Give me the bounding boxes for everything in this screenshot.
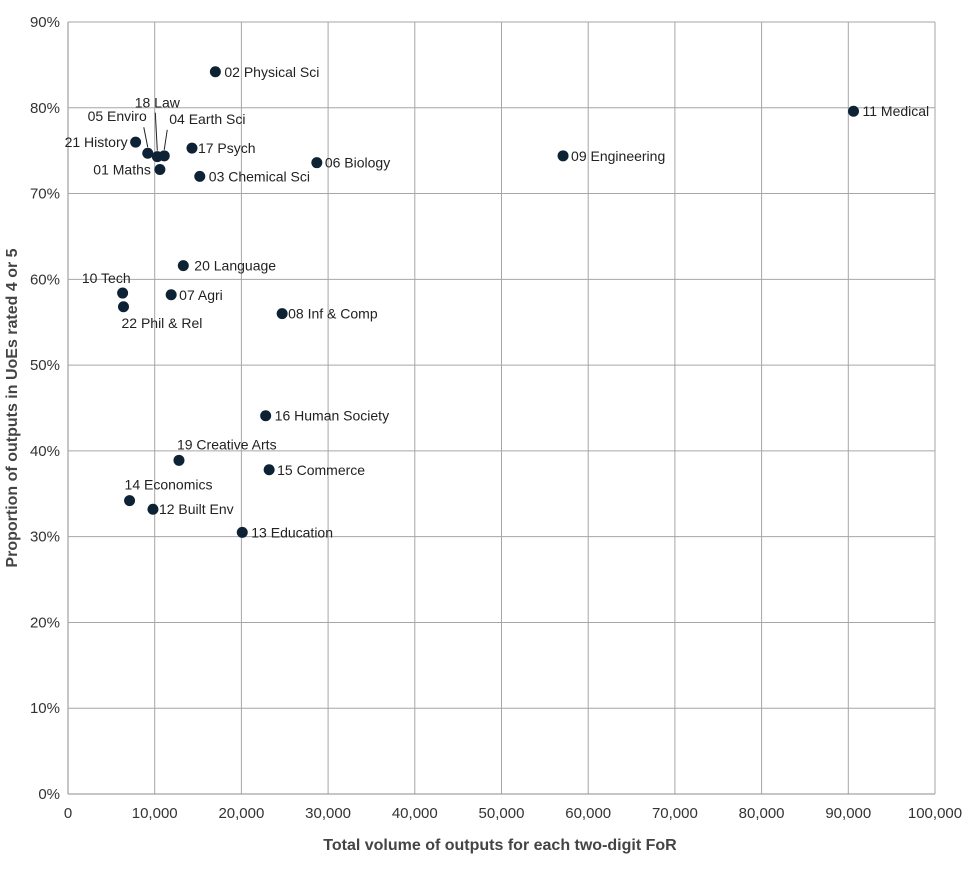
scatter-point <box>173 454 185 466</box>
point-label: 01 Maths <box>93 162 151 178</box>
point-label: 19 Creative Arts <box>177 436 277 452</box>
scatter-point <box>311 157 323 169</box>
scatter-point <box>557 150 569 162</box>
scatter-point <box>260 410 272 422</box>
x-tick-label: 80,000 <box>739 805 785 822</box>
x-tick-label: 60,000 <box>565 805 611 822</box>
x-tick-label: 70,000 <box>652 805 698 822</box>
x-tick-label: 50,000 <box>479 805 525 822</box>
scatter-point <box>117 301 129 313</box>
point-label: 20 Language <box>194 258 276 274</box>
y-tick-label: 40% <box>30 443 60 460</box>
x-tick-label: 30,000 <box>305 805 351 822</box>
y-tick-label: 10% <box>30 700 60 717</box>
scatter-point <box>263 464 275 476</box>
point-label: 15 Commerce <box>277 462 365 478</box>
point-label: 02 Physical Sci <box>224 64 319 80</box>
y-tick-label: 0% <box>38 786 60 803</box>
point-label: 10 Tech <box>82 270 131 286</box>
y-tick-label: 30% <box>30 529 60 546</box>
point-label: 11 Medical <box>863 103 930 119</box>
x-tick-label: 90,000 <box>825 805 871 822</box>
scatter-point <box>194 170 206 182</box>
point-label: 21 History <box>65 134 128 150</box>
point-label: 17 Psych <box>198 140 256 156</box>
point-label: 14 Economics <box>125 477 213 493</box>
scatter-point <box>130 136 142 148</box>
scatter-point <box>276 308 288 320</box>
x-tick-label: 0 <box>64 805 72 822</box>
scatter-point <box>142 147 154 159</box>
point-label: 03 Chemical Sci <box>209 168 310 184</box>
point-label: 18 Law <box>135 95 181 111</box>
scatter-point <box>117 287 129 299</box>
label-leader-line <box>143 127 149 148</box>
point-label: 12 Built Env <box>159 501 234 517</box>
x-tick-label: 10,000 <box>132 805 178 822</box>
point-label: 06 Biology <box>325 155 390 171</box>
x-axis-title: Total volume of outputs for each two-dig… <box>323 837 677 854</box>
label-leader-line <box>163 129 168 150</box>
scatter-point <box>186 142 198 154</box>
point-label: 04 Earth Sci <box>169 111 245 127</box>
point-label: 16 Human Society <box>275 408 389 424</box>
tick-labels: 0 10,000 20,000 30,000 40,000 50,000 60,000 70,… <box>30 14 962 822</box>
label-leader-line <box>154 112 158 151</box>
scatter-point <box>236 526 248 538</box>
scatter-point <box>154 164 166 176</box>
y-tick-label: 50% <box>30 357 60 374</box>
scatter-point <box>147 503 159 515</box>
x-tick-label: 100,000 <box>908 805 962 822</box>
scatter-point <box>124 495 136 507</box>
scatter-point <box>848 105 860 117</box>
x-tick-label: 20,000 <box>218 805 264 822</box>
scatter-point <box>209 66 221 78</box>
point-label: 09 Engineering <box>571 148 665 164</box>
scatter-point <box>165 289 177 301</box>
y-tick-label: 70% <box>30 186 60 203</box>
data-points <box>117 66 860 538</box>
point-label: 07 Agri <box>179 287 223 303</box>
point-label: 08 Inf & Comp <box>288 306 378 322</box>
point-label: 05 Enviro <box>88 108 147 124</box>
x-tick-label: 40,000 <box>392 805 438 822</box>
y-tick-label: 90% <box>30 14 60 31</box>
y-tick-label: 80% <box>30 100 60 117</box>
grid <box>67 21 936 795</box>
y-tick-label: 20% <box>30 614 60 631</box>
y-tick-label: 60% <box>30 271 60 288</box>
leader-lines <box>143 112 168 151</box>
scatter-point <box>158 150 170 162</box>
scatter-point <box>177 260 189 272</box>
point-label: 13 Education <box>251 524 333 540</box>
point-label: 22 Phil & Rel <box>121 315 202 331</box>
y-axis-title: Proportion of outputs in UoEs rated 4 or… <box>4 248 21 567</box>
